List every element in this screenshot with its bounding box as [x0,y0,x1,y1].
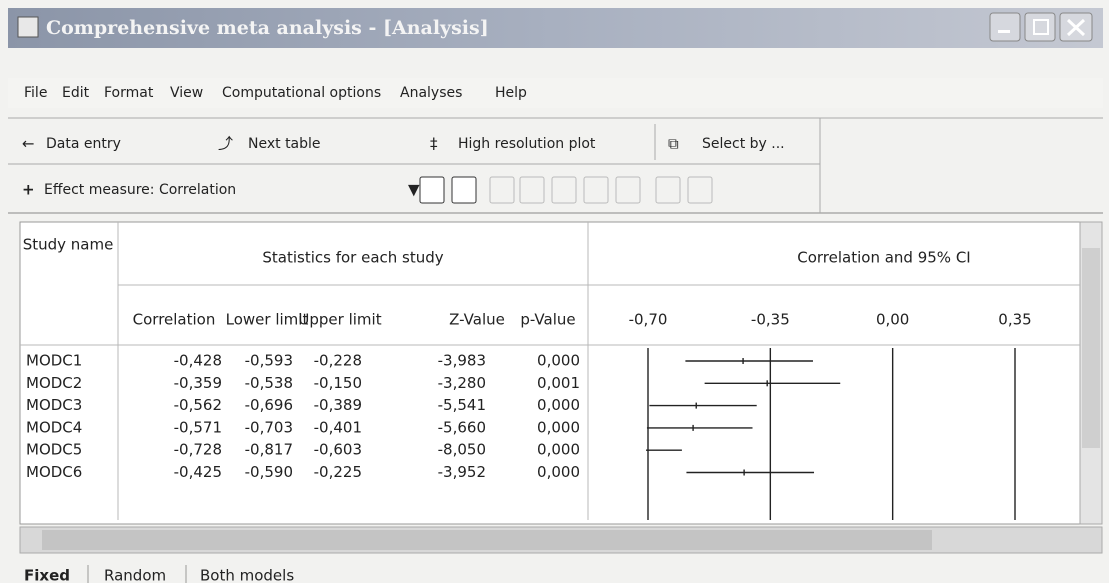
cell: -5,660 [438,418,486,436]
minimize-icon [998,30,1010,33]
cell: -0,817 [245,441,293,459]
cell: -0,696 [245,396,293,414]
cell: -0,571 [174,418,222,436]
stats-header: Statistics for each study [262,249,443,267]
cell: 0,000 [537,352,580,370]
plot-tick-label: -0,70 [629,311,668,329]
toolbar-button[interactable]: Select by ... [702,136,785,152]
cell: -0,562 [174,396,222,414]
toolbar-icon: ‡ [430,135,438,153]
cell: -8,050 [438,441,486,459]
menu-bar [8,78,1103,108]
h-scroll-thumb[interactable] [42,530,932,550]
toolbar-icon-button[interactable] [551,176,577,204]
menu-item[interactable]: Help [495,85,527,101]
plot-tick-label: 0,35 [998,311,1031,329]
study-name: MODC1 [26,352,82,370]
column-header: Upper limit [298,311,381,329]
cell: 0,000 [537,418,580,436]
menu-item[interactable]: Computational options [222,85,381,101]
toolbar-icon: ← [22,135,35,153]
study-header: Study name [23,236,114,254]
cell: -0,603 [314,441,362,459]
cell: -0,428 [174,352,222,370]
toolbar-icon: ⤴ [218,135,233,153]
close-icon [1066,18,1086,37]
study-name: MODC6 [26,463,82,481]
maximize-button[interactable] [1024,12,1056,42]
forest-plot [646,348,1016,520]
cell: -0,728 [174,441,222,459]
dropdown-arrow[interactable]: ▼ [408,181,420,199]
menu-item[interactable]: Edit [62,85,90,101]
toolbar-icon-button[interactable] [583,176,609,204]
menu-item[interactable]: Format [104,85,154,101]
column-header: Lower limit [226,311,309,329]
cell: -0,389 [314,396,362,414]
cell: 0,000 [537,396,580,414]
toolbar-icon: ⧉ [668,135,679,153]
minimize-button[interactable] [989,12,1021,42]
toolbar-icon-button[interactable] [615,176,641,204]
plot-header: Correlation and 95% CI [797,249,970,267]
study-name: MODC3 [26,396,82,414]
menu-item[interactable]: Analyses [400,85,462,101]
toolbar-icon-button[interactable] [419,176,445,204]
cell: -3,280 [438,374,486,392]
cell: 0,001 [537,374,580,392]
cell: -0,593 [245,352,293,370]
toolbar-icon-button[interactable] [687,176,713,204]
plot-tick-label: -0,35 [751,311,790,329]
cell: -0,590 [245,463,293,481]
title-bar [8,8,1103,48]
plot-tick-label: 0,00 [876,311,909,329]
study-name: MODC2 [26,374,82,392]
cell: -0,228 [314,352,362,370]
toolbar-button[interactable]: Data entry [46,136,121,152]
column-header: Correlation [133,311,216,329]
cell: -0,401 [314,418,362,436]
window-title: Comprehensive meta analysis - [Analysis] [46,17,489,39]
cell: 0,000 [537,441,580,459]
column-header: p-Value [520,311,575,329]
effect-measure[interactable]: Effect measure: Correlation [44,182,236,198]
column-header: Z-Value [449,311,505,329]
cell: -0,150 [314,374,362,392]
tab[interactable]: Fixed [24,567,70,583]
toolbar-button[interactable]: Next table [248,136,321,152]
toolbar-icon-button[interactable] [489,176,515,204]
cell: -0,703 [245,418,293,436]
toolbar-icon-button[interactable] [451,176,477,204]
cell: -0,538 [245,374,293,392]
cell: -3,983 [438,352,486,370]
scroll-thumb[interactable] [1082,248,1100,448]
toolbar-icon-button[interactable] [655,176,681,204]
tab[interactable]: Random [104,567,166,583]
cell: -3,952 [438,463,486,481]
menu-item[interactable]: View [170,85,203,101]
toolbar-icon-button[interactable] [519,176,545,204]
cell: -0,225 [314,463,362,481]
menu-item[interactable]: File [24,85,47,101]
study-name: MODC5 [26,441,82,459]
toolbar-button[interactable]: High resolution plot [458,136,596,152]
cell: -0,359 [174,374,222,392]
tab[interactable]: Both models [200,567,294,583]
toolbar-icon: + [22,181,35,199]
cell: -5,541 [438,396,486,414]
cell: 0,000 [537,463,580,481]
app-icon [17,16,39,38]
cell: -0,425 [174,463,222,481]
study-name: MODC4 [26,418,82,436]
maximize-icon [1033,19,1049,35]
